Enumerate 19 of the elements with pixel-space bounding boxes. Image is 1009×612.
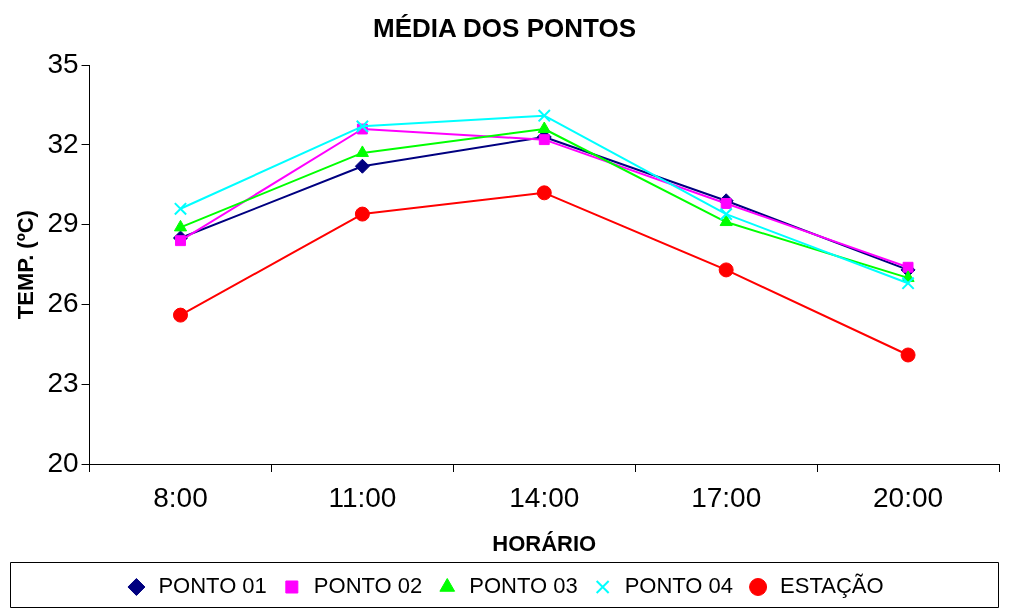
x-tick-label: 17:00 [691, 481, 762, 513]
legend-label: PONTO 01 [158, 573, 267, 599]
legend-label: PONTO 03 [469, 573, 578, 599]
legend-label: PONTO 04 [624, 573, 734, 599]
legend-label: PONTO 02 [313, 573, 423, 599]
y-tick-label: 29 [47, 207, 79, 239]
x-tick-label: 20:00 [873, 481, 944, 513]
legend-label: ESTAÇÃO [780, 573, 884, 599]
chart-title: MÉDIA DOS PONTOS [373, 12, 636, 43]
y-axis-title: TEMP. (ºC) [13, 210, 39, 320]
y-tick-label: 35 [47, 47, 79, 79]
x-tick-label: 11:00 [328, 481, 397, 513]
y-tick-label: 32 [47, 127, 79, 159]
y-tick-label: 23 [47, 366, 79, 398]
y-tick-label: 20 [47, 446, 79, 478]
x-tick-label: 8:00 [153, 481, 208, 513]
y-tick-label: 26 [47, 287, 79, 319]
x-tick-label: 14:00 [509, 481, 580, 513]
x-axis-title: HORÁRIO [492, 530, 597, 556]
